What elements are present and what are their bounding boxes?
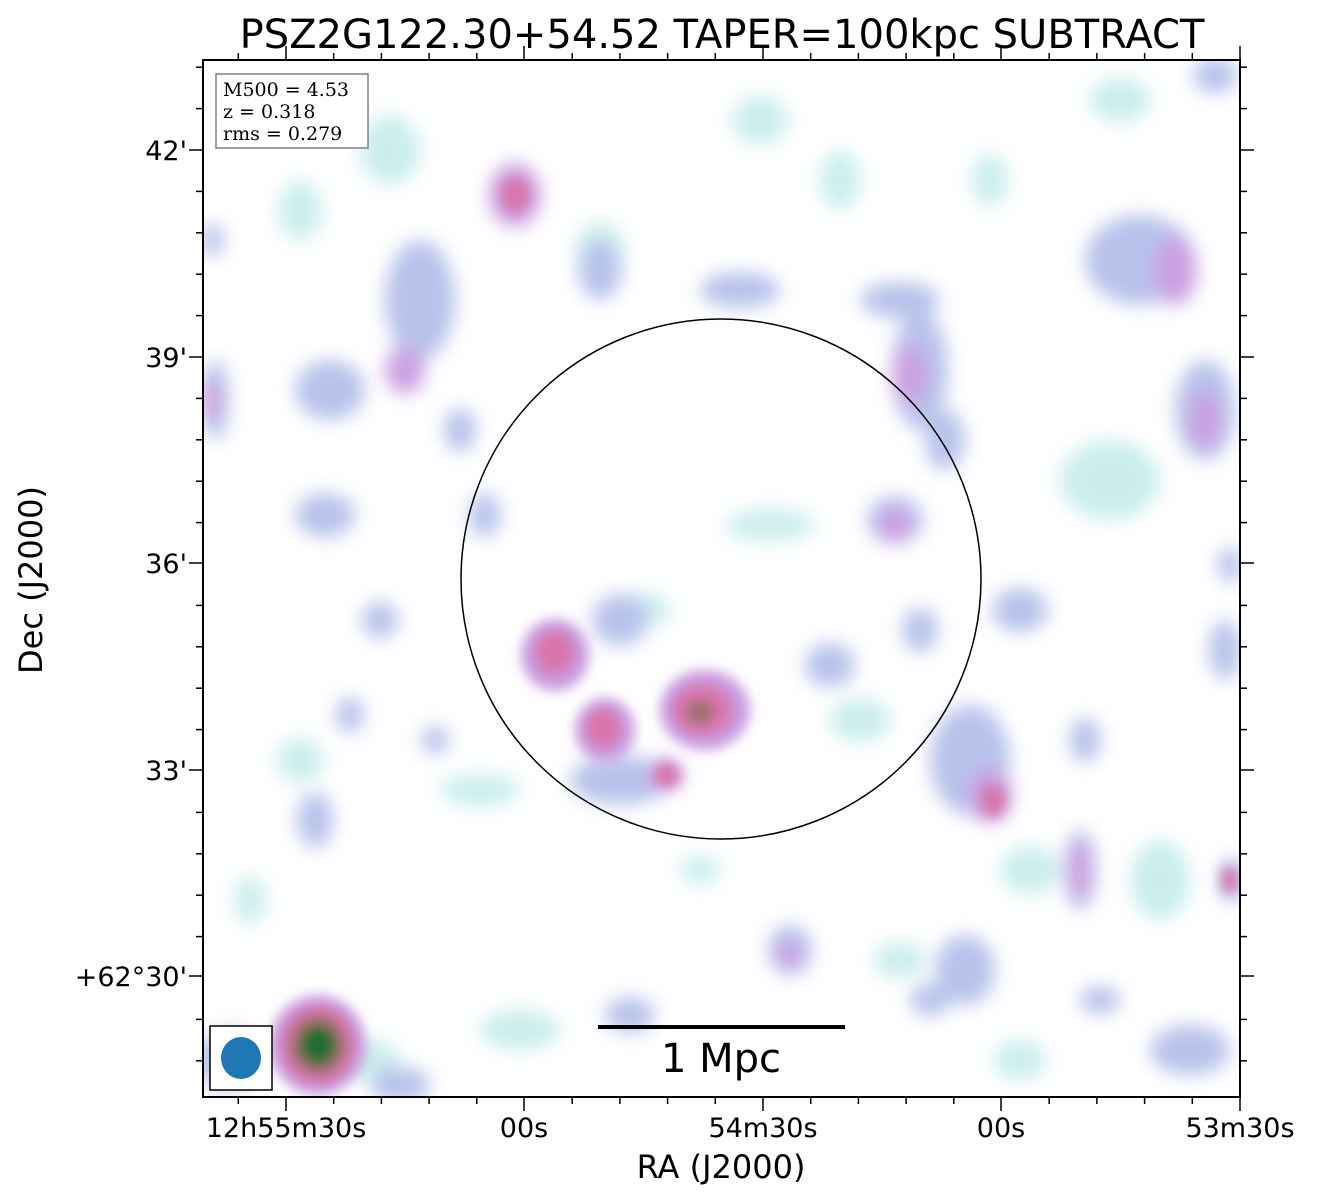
y-tick-label: 42' [145,136,187,167]
y-tick-label: 39' [145,343,187,374]
x-tick-label: 00s [977,1113,1025,1144]
info-box: M500 = 4.53 z = 0.318 rms = 0.279 [215,73,369,149]
beam-indicator [209,1025,273,1091]
x-tick-label: 00s [500,1113,548,1144]
rms-label: rms = 0.279 [223,123,342,145]
y-tick-label: 33' [145,756,187,787]
y-tick-label: 36' [145,549,187,580]
x-tick-label: 54m30s [708,1113,817,1144]
radio-emission [203,60,1240,1097]
r500-circle [460,318,982,840]
scale-bar: 1 Mpc [598,1025,845,1082]
mass-label: M500 = 4.53 [223,79,349,101]
beam-ellipse [221,1037,261,1079]
axis-ticks [189,46,1254,1111]
x-tick-labels: 12h55m30s 00s 54m30s 00s 53m30s [206,1113,1295,1144]
plot-title: PSZ2G122.30+54.52 TAPER=100kpc SUBTRACT [240,12,1205,58]
x-tick-label: 53m30s [1185,1113,1294,1144]
redshift-label: z = 0.318 [223,101,315,123]
scale-bar-label: 1 Mpc [661,1036,781,1082]
x-tick-label: 12h55m30s [206,1113,367,1144]
y-axis-label: Dec (J2000) [12,486,50,674]
y-tick-labels: 42' 39' 36' 33' +62°30' [75,136,187,993]
plot-area [203,60,1240,1097]
y-tick-label: +62°30' [75,962,187,993]
plot-frame [202,59,1241,1098]
x-axis-label: RA (J2000) [637,1148,806,1186]
